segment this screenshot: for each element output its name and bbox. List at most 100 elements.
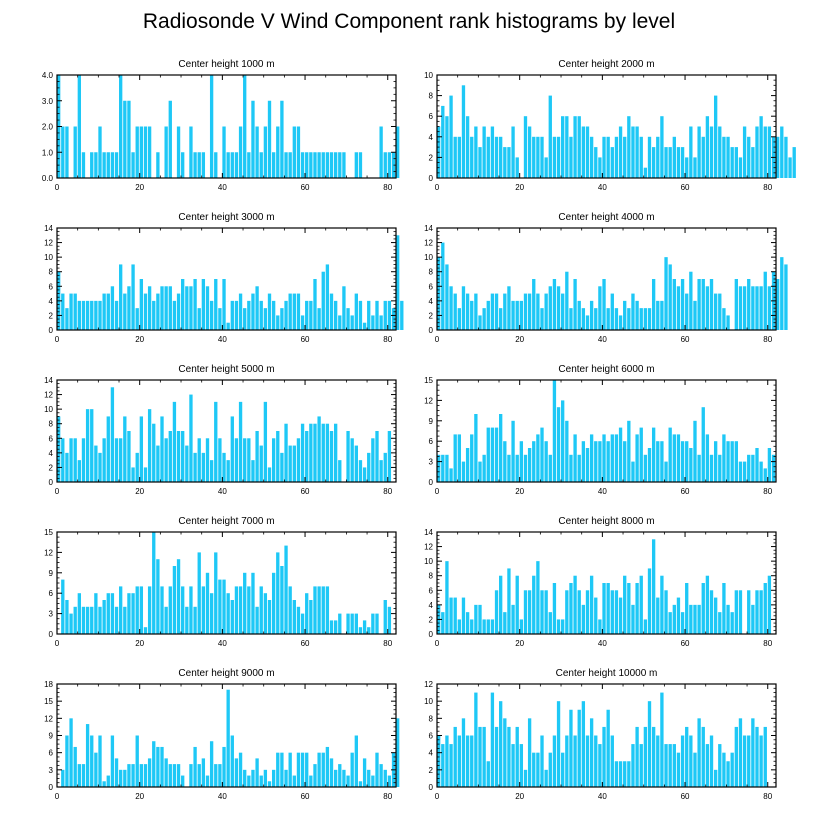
histogram-bar — [263, 126, 268, 178]
histogram-bar — [680, 612, 685, 634]
histogram-bar — [519, 441, 524, 482]
histogram-bar — [602, 279, 606, 330]
histogram-bar — [342, 152, 346, 178]
histogram-bar — [453, 136, 457, 178]
histogram-bar — [527, 293, 532, 330]
histogram-bar — [164, 606, 168, 634]
histogram-panel: Center height 3000 m 0 2 4 6 8 10 12 14 0 20 40 60 80 — [44, 212, 404, 344]
histogram-bar — [747, 590, 751, 634]
histogram-bar — [639, 575, 643, 634]
histogram-bar — [705, 434, 710, 482]
histogram-bar — [156, 559, 160, 634]
x-tick-label: 60 — [301, 183, 310, 192]
histogram-bar — [296, 438, 301, 482]
x-tick-label: 20 — [515, 639, 524, 648]
histogram-bar — [689, 271, 693, 330]
histogram-bar — [742, 461, 747, 482]
histogram-bar — [77, 764, 81, 787]
y-tick-label: 8 — [49, 268, 54, 277]
histogram-bar — [701, 136, 705, 178]
histogram-bar — [594, 735, 598, 787]
histogram-bar — [722, 752, 726, 787]
histogram-bar — [589, 575, 594, 634]
y-tick-label: 6 — [429, 437, 434, 446]
histogram-bar — [713, 293, 718, 330]
histogram-bar — [81, 438, 86, 482]
histogram-bar — [676, 434, 681, 482]
histogram-bar — [631, 461, 635, 482]
histogram-bar — [193, 152, 197, 178]
histogram-bar — [85, 409, 90, 482]
histogram-bar — [668, 427, 672, 482]
histogram-bar — [230, 735, 234, 787]
histogram-bar — [280, 452, 284, 482]
histogram-bar — [672, 604, 676, 634]
histogram-bar — [623, 761, 627, 787]
histogram-bar — [263, 769, 268, 787]
histogram-bar — [730, 612, 734, 634]
histogram-bar — [759, 116, 763, 178]
histogram-bar — [77, 593, 81, 634]
y-tick-label: 2 — [429, 766, 434, 775]
histogram-bar — [755, 590, 759, 634]
histogram-bar — [680, 147, 685, 178]
histogram-bar — [267, 293, 272, 330]
histogram-bar — [730, 147, 734, 178]
histogram-bar — [494, 590, 499, 634]
histogram-bar — [759, 590, 763, 634]
histogram-bar — [511, 744, 515, 787]
histogram-bar — [569, 454, 573, 482]
histogram-bar — [94, 300, 98, 330]
histogram-bar — [540, 735, 544, 787]
histogram-bar — [288, 752, 292, 787]
histogram-bar — [313, 152, 317, 178]
histogram-bar — [676, 286, 681, 330]
histogram-bar — [660, 441, 664, 482]
histogram-bar — [482, 454, 486, 482]
histogram-bar — [441, 612, 445, 634]
histogram-bar — [705, 744, 710, 787]
histogram-bar — [474, 604, 478, 634]
y-tick-label: 3 — [49, 766, 54, 775]
histogram-bar — [519, 619, 524, 634]
panel-title: Center height 5000 m — [178, 364, 274, 375]
histogram-bar — [618, 597, 623, 634]
histogram-bar — [300, 315, 305, 330]
histogram-bar — [647, 308, 652, 330]
panel-title: Center height 9000 m — [178, 668, 274, 679]
histogram-bar — [147, 409, 152, 482]
histogram-bar — [205, 775, 210, 787]
histogram-bar — [288, 445, 292, 482]
histogram-bar — [527, 590, 532, 634]
histogram-bar — [453, 597, 457, 634]
histogram-bar — [338, 315, 342, 330]
histogram-bar — [598, 157, 602, 178]
histogram-bar — [325, 152, 330, 178]
histogram-bar — [565, 420, 569, 482]
histogram-bar — [114, 438, 119, 482]
histogram-bar — [102, 293, 106, 330]
histogram-bar — [713, 441, 718, 482]
histogram-bar — [602, 136, 606, 178]
histogram-bar — [362, 620, 367, 634]
histogram-bar — [123, 100, 127, 178]
histogram-bar — [465, 116, 470, 178]
histogram-bar — [709, 279, 714, 330]
histogram-bar — [565, 735, 569, 787]
histogram-bar — [685, 293, 689, 330]
histogram-bar — [763, 271, 767, 330]
histogram-bar — [98, 606, 102, 634]
y-tick-label: 2 — [49, 463, 54, 472]
x-tick-label: 60 — [681, 183, 690, 192]
histogram-bar — [69, 718, 73, 787]
y-tick-label: 10 — [44, 405, 53, 414]
histogram-bar — [152, 741, 156, 787]
histogram-bar — [85, 606, 90, 634]
histogram-bar — [726, 441, 730, 482]
histogram-bar — [280, 100, 284, 178]
histogram-bar — [354, 735, 358, 787]
histogram-bar — [201, 758, 206, 787]
histogram-bar — [280, 308, 284, 330]
histogram-bar — [276, 315, 280, 330]
histogram-bar — [135, 126, 139, 178]
